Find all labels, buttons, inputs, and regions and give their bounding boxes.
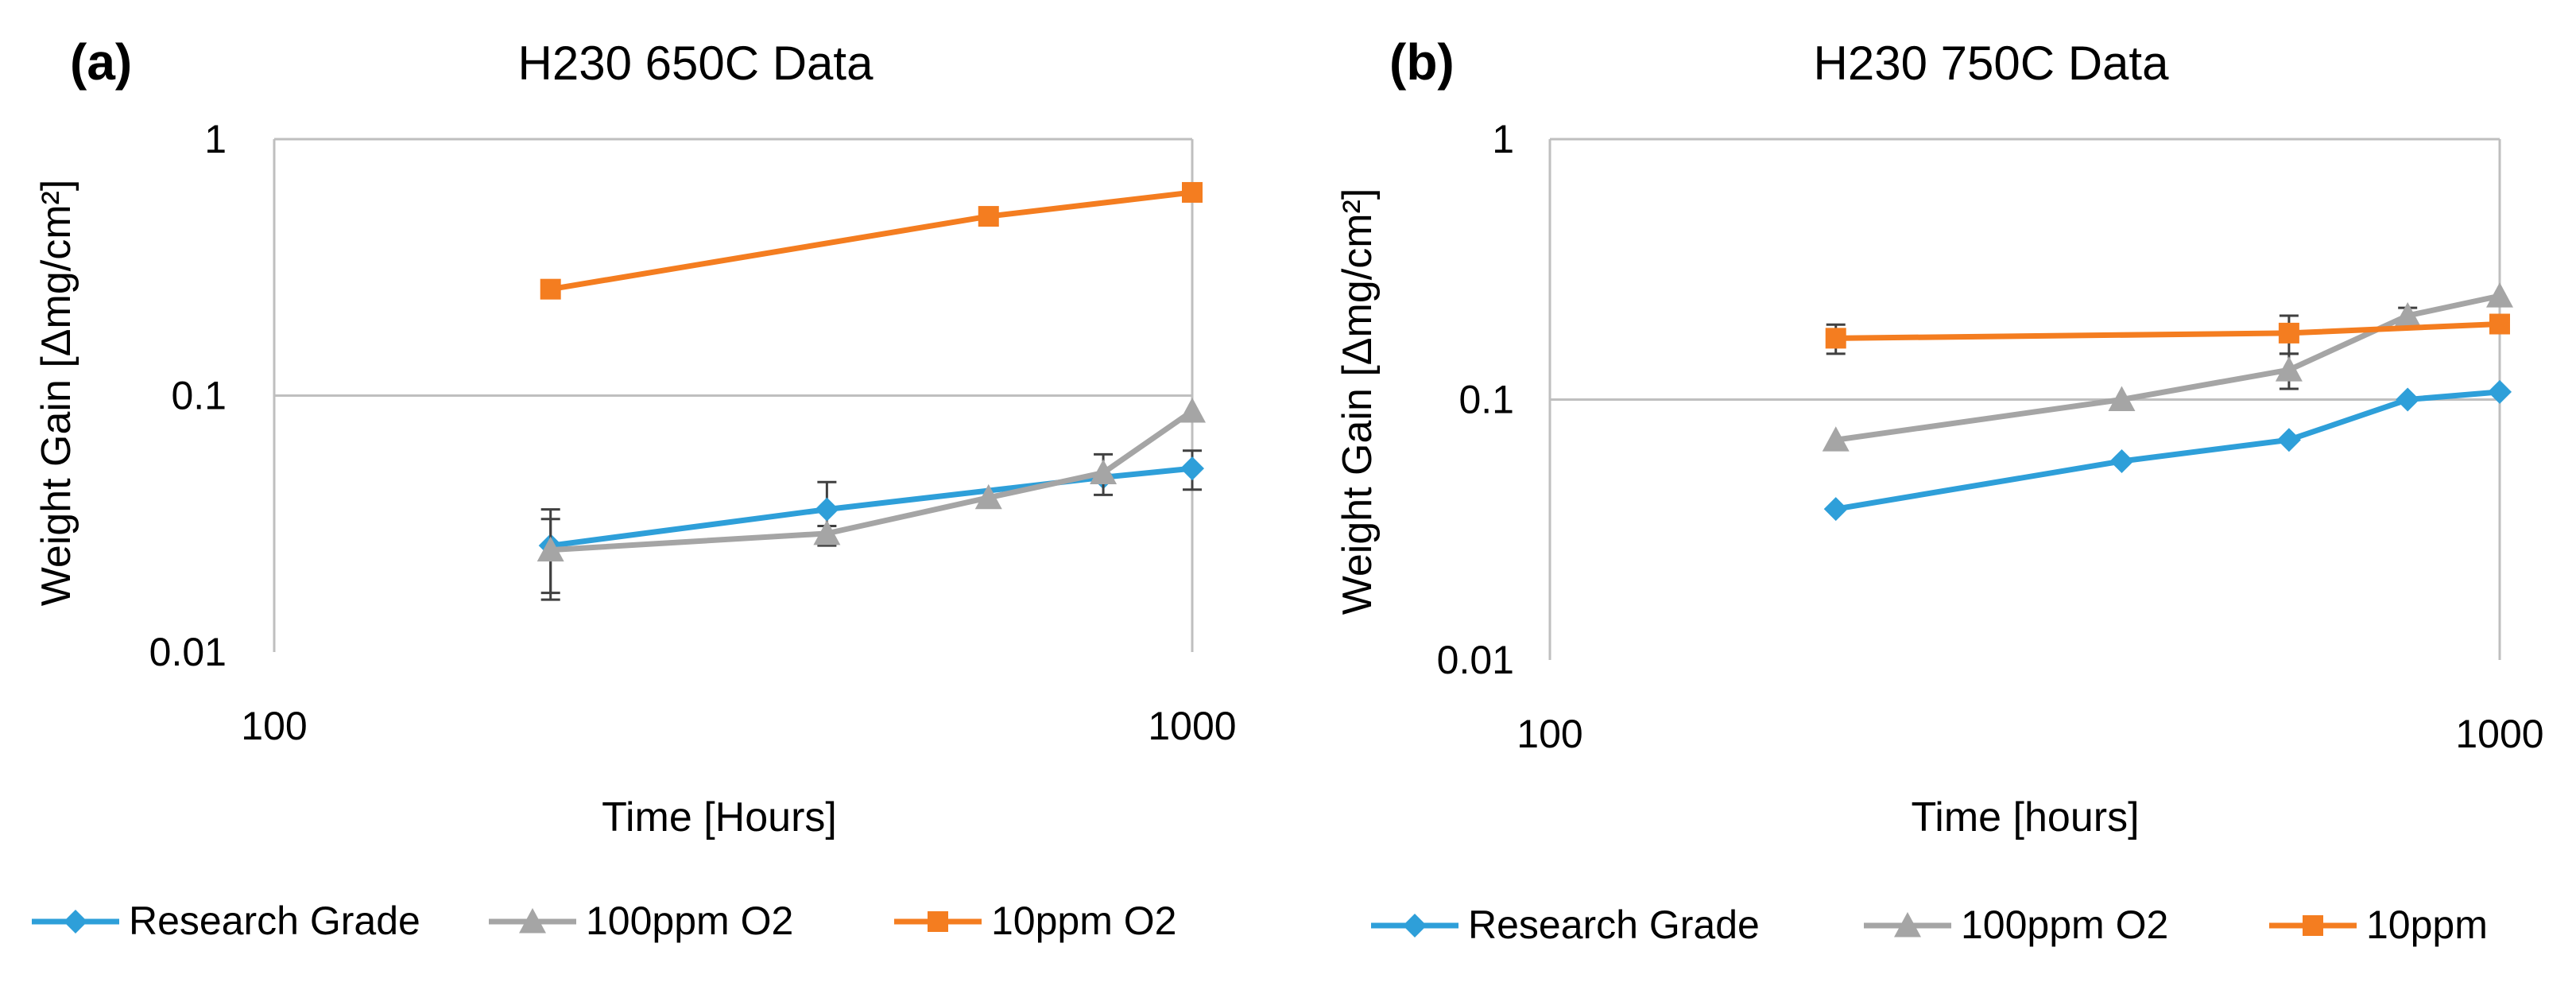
panel-a-legend-marker <box>64 910 87 934</box>
panel-b-series-1 <box>1822 282 2513 452</box>
panel-b-data-point <box>1823 497 1848 522</box>
panel-b-data-point <box>2486 282 2513 308</box>
panel-b-label: (b) <box>1389 33 1455 91</box>
panel-b-data-point <box>2275 356 2303 382</box>
panel-a-legend-label: Research Grade <box>129 899 420 943</box>
panel-b-data-point <box>2108 386 2136 411</box>
panel-b-x-tick-label: 1000 <box>2455 712 2543 756</box>
panel-a-legend-marker <box>928 911 948 932</box>
panel-a-label: (a) <box>70 33 132 91</box>
panel-b-series-line <box>1835 321 2500 341</box>
panel-b-data-point <box>2278 322 2299 344</box>
panel-a-x-axis-label: Time [Hours] <box>602 794 837 840</box>
panel-a-legend-label: 100ppm O2 <box>586 899 793 943</box>
panel-b-legend-marker <box>1403 914 1427 937</box>
panel-a-series-2 <box>540 181 1203 300</box>
panel-a-data-point <box>815 497 839 522</box>
panel-a-data-point <box>813 519 841 545</box>
panel-a-data-point <box>540 278 561 300</box>
panel-b-series-line <box>1835 389 2500 512</box>
panel-b-data-point <box>1822 426 1850 452</box>
panel-a-x-tick-label: 100 <box>241 704 307 748</box>
panel-a-series-1 <box>537 398 1206 595</box>
panel-b-y-tick-label: 1 <box>1492 117 1514 161</box>
panel-a-gridlines <box>274 138 1192 397</box>
panel-b-legend: Research Grade 100ppm O2 10ppm <box>1371 903 2488 947</box>
panel-a-series-line <box>550 189 1193 293</box>
chart-panel-b: (b) H230 750C Data Weight Gain [Δmg/cm²]… <box>1334 33 2544 947</box>
panel-b-title: H230 750C Data <box>1814 37 2170 90</box>
panel-a-y-tick-label: 0.1 <box>171 374 227 418</box>
panel-a-x-tick-label: 1000 <box>1148 704 1236 748</box>
panel-a-legend: Research Grade 100ppm O2 10ppm O2 <box>32 899 1176 943</box>
panel-b-x-tick-label: 100 <box>1517 712 1582 756</box>
panel-a-y-axis-label: Weight Gain [Δmg/cm²] <box>33 180 79 607</box>
panel-a-data-point <box>978 206 999 227</box>
panel-a-data-point <box>1180 456 1204 481</box>
panel-b-gridlines <box>1550 138 2500 401</box>
panel-b-data-point <box>2396 387 2420 412</box>
panel-b-legend-label: Research Grade <box>1468 903 1760 947</box>
panel-a-series-line <box>550 465 1193 549</box>
panel-b-legend-marker <box>2303 915 2323 936</box>
panel-b-series-0 <box>1823 379 2512 522</box>
panel-a-data-point <box>1179 398 1206 423</box>
chart-panel-a: (a) H230 650C Data Weight Gain [Δmg/cm²]… <box>32 33 1237 943</box>
panel-a-axes <box>273 139 1194 652</box>
panel-a-data-point <box>537 536 564 562</box>
panel-b-y-tick-label: 0.1 <box>1458 378 1514 422</box>
panel-b-data-point <box>2488 379 2512 404</box>
panel-a-y-tick-label: 0.01 <box>149 630 227 674</box>
panel-b-x-axis-label: Time [hours] <box>1911 794 2139 840</box>
panel-a-series <box>537 181 1206 601</box>
panel-b-legend-marker <box>1894 912 1921 937</box>
panel-b-data-point <box>2276 428 2301 452</box>
panel-b-data-point <box>2109 448 2134 473</box>
panel-b-y-axis-label: Weight Gain [Δmg/cm²] <box>1334 188 1381 615</box>
panel-b-data-point <box>2489 313 2510 335</box>
panel-b-legend-label: 10ppm <box>2366 903 2488 947</box>
panel-a-legend-label: 10ppm O2 <box>991 899 1176 943</box>
panel-a-y-tick-label: 1 <box>204 117 227 161</box>
panel-b-series <box>1822 282 2513 522</box>
panel-a-tick-labels: 0.01 0.1 1 100 1000 <box>149 117 1237 748</box>
panel-b-legend-label: 100ppm O2 <box>1961 903 2168 947</box>
panel-a-legend-marker <box>519 908 546 934</box>
panel-a-data-point <box>974 483 1002 510</box>
panel-b-data-point <box>2394 301 2422 328</box>
panel-b-data-point <box>1825 328 1846 349</box>
panel-b-y-tick-label: 0.01 <box>1437 638 1514 682</box>
panel-b-tick-labels: 0.01 0.1 1 100 1000 <box>1437 117 2544 756</box>
panel-b-series-2 <box>1825 313 2510 355</box>
panel-a-data-point <box>1090 459 1118 485</box>
panel-a-data-point <box>1182 181 1203 203</box>
panel-a-title: H230 650C Data <box>518 37 874 90</box>
